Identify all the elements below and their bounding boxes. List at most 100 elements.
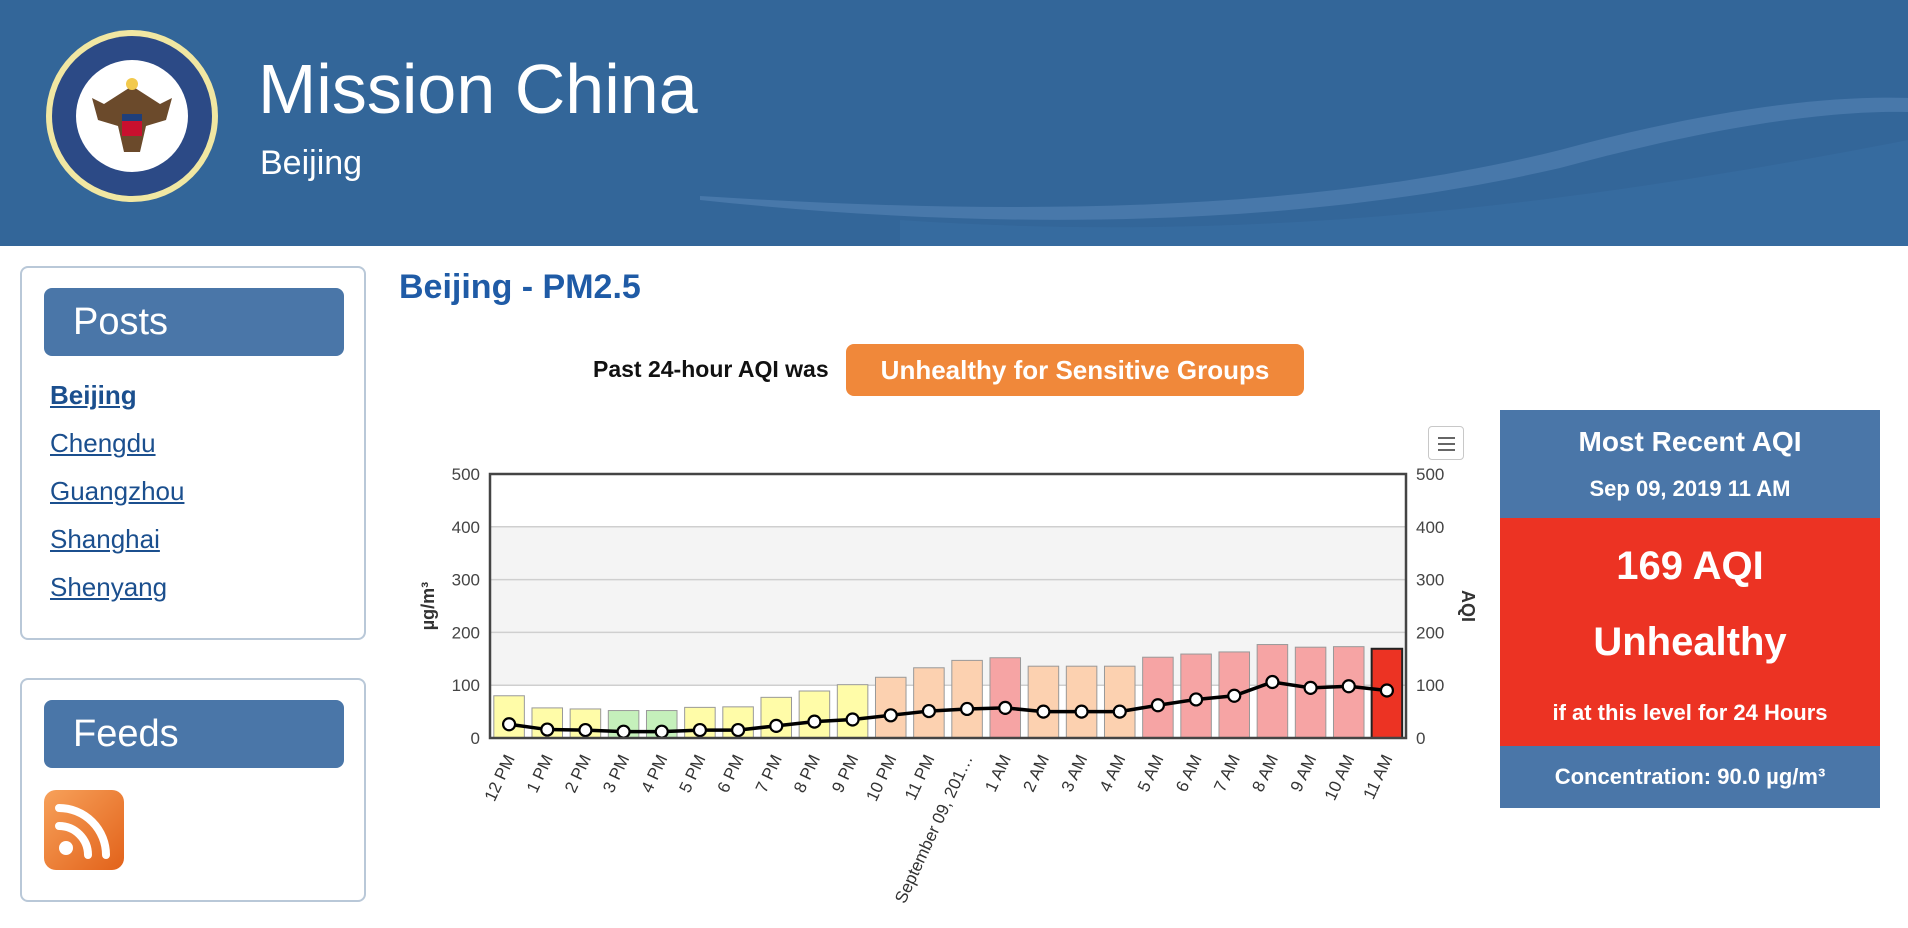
left-tick-label: 300 (452, 571, 480, 590)
site-title: Mission China (258, 50, 698, 128)
menu-line-icon (1438, 437, 1455, 439)
past-24h-category-badge: Unhealthy for Sensitive Groups (846, 344, 1304, 396)
post-link-guangzhou[interactable]: Guangzhou (50, 476, 185, 506)
x-tick-label: 1 PM (523, 752, 557, 796)
past-24h-label: Past 24-hour AQI was (593, 356, 829, 382)
x-tick-label: 7 AM (1210, 752, 1244, 795)
concentration-point (578, 722, 593, 738)
posts-panel: Posts Beijing Chengdu Guangzhou Shanghai… (20, 266, 366, 640)
x-tick-label: September 09, 201… (891, 752, 977, 906)
concentration-point (807, 714, 822, 729)
x-tick-label: 9 AM (1287, 752, 1321, 795)
post-item-shanghai: Shanghai (50, 524, 184, 572)
concentration-point (616, 724, 631, 739)
concentration-point (769, 718, 784, 733)
concentration-point (501, 717, 517, 732)
post-link-shanghai[interactable]: Shanghai (50, 524, 160, 554)
right-tick-label: 100 (1416, 676, 1444, 695)
x-tick-label: 5 AM (1134, 752, 1168, 795)
left-tick-label: 100 (452, 676, 480, 695)
menu-line-icon (1438, 443, 1455, 445)
x-tick-label: 2 AM (1019, 752, 1053, 795)
header-wave-graphic (700, 97, 1908, 246)
x-tick-label: 4 AM (1096, 752, 1130, 795)
feeds-heading: Feeds (44, 700, 344, 768)
plot-band (490, 526, 1406, 686)
x-tick-label: 11 PM (901, 752, 938, 803)
post-item-chengdu: Chengdu (50, 428, 184, 476)
concentration-point (1188, 692, 1204, 707)
right-tick-label: 400 (1416, 518, 1444, 537)
aqi-panel-status: 169 AQI Unhealthy if at this level for 2… (1500, 518, 1880, 746)
right-tick-label: 200 (1416, 623, 1444, 642)
right-tick-label: 500 (1416, 465, 1444, 484)
x-tick-label: 4 PM (637, 752, 671, 796)
aqi-bar (913, 667, 945, 739)
right-tick-label: 300 (1416, 571, 1444, 590)
site-subtitle: Beijing (260, 144, 363, 182)
x-tick-label: 6 AM (1172, 752, 1206, 795)
x-tick-label: 11 AM (1359, 752, 1396, 803)
posts-heading: Posts (44, 288, 344, 356)
concentration-point (654, 724, 669, 739)
posts-list: Beijing Chengdu Guangzhou Shanghai Sheny… (50, 380, 184, 620)
aqi-value: 169 AQI (1616, 544, 1764, 588)
aqi-bar (1027, 665, 1060, 739)
concentration-point (1150, 698, 1166, 713)
post-item-beijing: Beijing (50, 380, 184, 428)
x-tick-label: 10 AM (1321, 752, 1359, 804)
concentration-point (692, 722, 708, 738)
x-tick-label: 3 AM (1058, 752, 1092, 795)
left-tick-label: 200 (452, 623, 480, 642)
aqi-note: if at this level for 24 Hours (1552, 700, 1828, 725)
post-item-guangzhou: Guangzhou (50, 476, 184, 524)
post-link-chengdu[interactable]: Chengdu (50, 428, 156, 458)
chart-menu-button[interactable] (1428, 426, 1464, 460)
rss-glyph (55, 804, 110, 859)
aqi-bar (493, 695, 525, 739)
concentration-point (998, 700, 1013, 716)
concentration-point (1036, 704, 1051, 719)
aqi-bar (989, 657, 1022, 739)
concentration-point (883, 708, 898, 723)
page-title: Beijing - PM2.5 (399, 268, 641, 306)
aqi-bar (798, 690, 831, 739)
left-tick-label: 500 (452, 465, 480, 484)
aqi-bar (1103, 665, 1136, 739)
right-axis-title: AQI (1458, 590, 1478, 622)
aqi-bar (836, 684, 869, 739)
concentration-point (1341, 679, 1356, 694)
aqi-chart: 0 0 100 100 200 200 300 300 400 400 500 500 12 PM 1 P… (418, 465, 1478, 906)
post-link-beijing[interactable]: Beijing (50, 380, 137, 410)
aqi-bar (1142, 656, 1174, 739)
aqi-panel-datetime: Sep 09, 2019 11 AM (1589, 476, 1791, 501)
aqi-bar (874, 676, 907, 739)
x-tick-label: 5 PM (676, 752, 710, 796)
aqi-bar (1065, 665, 1098, 739)
concentration-line (508, 680, 1388, 734)
left-tick-label: 0 (471, 729, 480, 748)
aqi-panel-heading: Most Recent AQI (1578, 426, 1802, 457)
menu-line-icon (1438, 449, 1455, 451)
concentration-point (730, 722, 746, 738)
post-item-shenyang: Shenyang (50, 572, 184, 620)
x-tick-label: 10 PM (862, 752, 900, 805)
concentration-point (1265, 674, 1280, 690)
x-tick-label: 8 AM (1248, 752, 1282, 795)
concentration-point (1074, 704, 1089, 719)
post-link-shenyang[interactable]: Shenyang (50, 572, 168, 602)
x-tick-label: 1 AM (981, 752, 1015, 795)
rss-icon[interactable] (44, 790, 124, 870)
x-tick-label: 6 PM (714, 752, 748, 796)
most-recent-aqi-panel: Most Recent AQI Sep 09, 2019 11 AM 169 A… (1500, 410, 1880, 808)
aqi-category: Unhealthy (1593, 620, 1787, 664)
aqi-panel-header: Most Recent AQI Sep 09, 2019 11 AM (1500, 410, 1880, 518)
x-tick-label: 9 PM (828, 752, 862, 796)
right-tick-label: 0 (1416, 729, 1425, 748)
concentration-point (1303, 680, 1318, 695)
left-axis-title: µg/m³ (418, 582, 438, 630)
site-header: Mission China Beijing (0, 0, 1908, 246)
concentration-point (921, 703, 937, 719)
x-tick-label: 12 PM (481, 752, 519, 805)
concentration-point (1227, 688, 1242, 703)
